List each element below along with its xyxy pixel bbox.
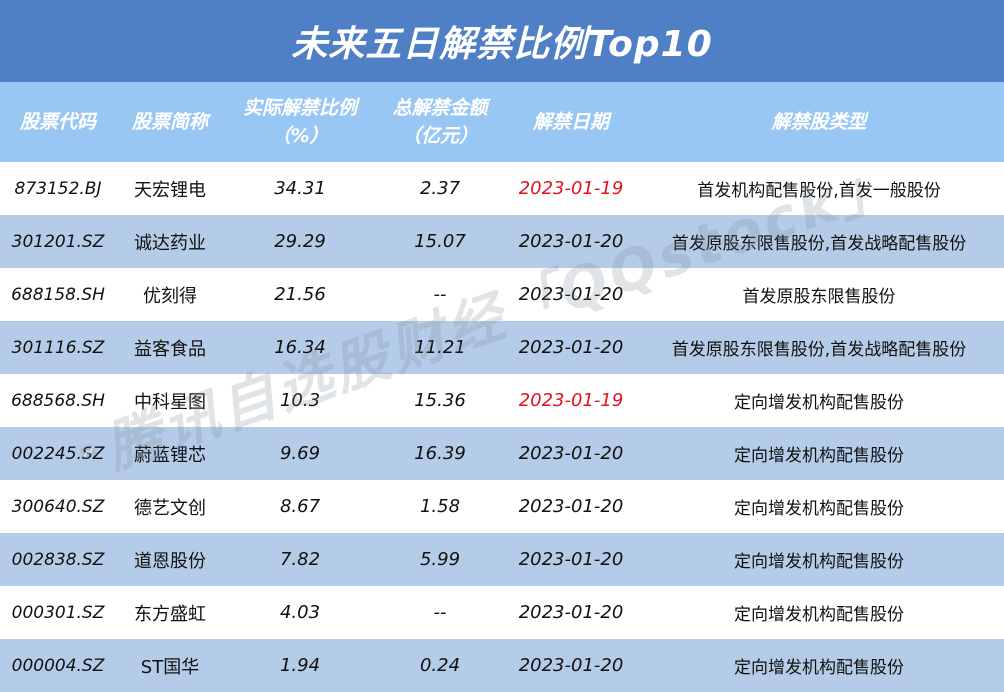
- header-label: 解禁股类型: [771, 111, 867, 133]
- cell-ratio: 8.67: [279, 496, 321, 517]
- cell-ratio: 21.56: [274, 284, 326, 305]
- cell-amount: 16.39: [414, 443, 466, 464]
- cell-name: 东方盛虹: [134, 603, 206, 625]
- cell-amount: 0.24: [419, 655, 461, 676]
- cell-code: 300640.SZ: [11, 496, 105, 517]
- cell-date: 2023-01-20: [518, 284, 624, 305]
- table-row: 688158.SH 优刻得 21.56 -- 2023-01-20 首发原股东限售股份: [0, 268, 1004, 321]
- table-row: 873152.BJ 天宏锂电 34.31 2.37 2023-01-19 首发机构配售股份…: [0, 162, 1004, 215]
- table-row: 000301.SZ 东方盛虹 4.03 -- 2023-01-20 定向增发机构配售股份: [0, 586, 1004, 639]
- header-label: 实际解禁比例: [242, 97, 357, 119]
- table-header: 股票代码 股票简称 实际解禁比例 （%） 总解禁金额 （亿元） 解禁日期 解禁股类型: [0, 82, 1004, 162]
- cell-amount: 11.21: [414, 337, 466, 358]
- cell-ratio: 7.82: [279, 549, 321, 570]
- header-cell-ratio: 实际解禁比例 （%）: [225, 82, 375, 162]
- cell-type: 定向增发机构配售股份: [734, 552, 904, 572]
- cell-amount: --: [433, 602, 447, 623]
- cell-name: 诚达药业: [134, 232, 206, 254]
- header-cell-date: 解禁日期: [505, 82, 637, 162]
- cell-type: 定向增发机构配售股份: [734, 605, 904, 625]
- table-row: 301116.SZ 益客食品 16.34 11.21 2023-01-20 首发原股东限售…: [0, 321, 1004, 374]
- cell-code: 688158.SH: [11, 284, 105, 305]
- page-title: 未来五日解禁比例Top10: [291, 24, 713, 65]
- header-label: 股票简称: [131, 111, 208, 133]
- cell-date: 2023-01-20: [518, 655, 624, 676]
- cell-ratio: 4.03: [279, 602, 321, 623]
- title-bar: 未来五日解禁比例Top10: [0, 0, 1004, 82]
- cell-date: 2023-01-19: [518, 390, 624, 411]
- cell-type: 定向增发机构配售股份: [734, 658, 904, 678]
- cell-name: 蔚蓝锂芯: [134, 444, 206, 466]
- cell-amount: 1.58: [419, 496, 461, 517]
- cell-ratio: 29.29: [274, 231, 326, 252]
- cell-date: 2023-01-20: [518, 231, 624, 252]
- cell-code: 688568.SH: [11, 390, 105, 411]
- cell-code: 002838.SZ: [11, 549, 105, 570]
- table-row: 000004.SZ ST国华 1.94 0.24 2023-01-20 定向增发机构配售股…: [0, 639, 1004, 692]
- cell-type: 首发原股东限售股份: [742, 287, 896, 307]
- cell-code: 000004.SZ: [11, 655, 105, 676]
- cell-ratio: 1.94: [279, 655, 321, 676]
- cell-amount: 15.07: [414, 231, 466, 252]
- cell-amount: --: [433, 284, 447, 305]
- cell-type: 定向增发机构配售股份: [734, 446, 904, 466]
- cell-ratio: 16.34: [274, 337, 326, 358]
- cell-date: 2023-01-20: [518, 337, 624, 358]
- header-label: 股票代码: [19, 111, 96, 133]
- cell-name: 天宏锂电: [134, 179, 206, 201]
- cell-code: 301116.SZ: [11, 337, 105, 358]
- cell-date: 2023-01-20: [518, 549, 624, 570]
- cell-code: 002245.SZ: [11, 443, 105, 464]
- cell-name: 益客食品: [134, 338, 206, 360]
- header-cell-type: 解禁股类型: [634, 82, 1004, 162]
- cell-code: 873152.BJ: [14, 178, 102, 199]
- table-row: 002838.SZ 道恩股份 7.82 5.99 2023-01-20 定向增发机构配售股…: [0, 533, 1004, 586]
- cell-name: 德艺文创: [134, 497, 206, 519]
- cell-date: 2023-01-20: [518, 496, 624, 517]
- cell-code: 000301.SZ: [11, 602, 105, 623]
- table-row: 002245.SZ 蔚蓝锂芯 9.69 16.39 2023-01-20 定向增发机构配售…: [0, 427, 1004, 480]
- header-label: 解禁日期: [532, 111, 609, 133]
- cell-name: ST国华: [140, 656, 200, 678]
- header-unit: （%）: [271, 125, 329, 147]
- cell-ratio: 10.3: [279, 390, 321, 411]
- header-cell-code: 股票代码: [0, 82, 116, 162]
- header-unit: （亿元）: [401, 125, 478, 147]
- cell-type: 首发原股东限售股份,首发战略配售股份: [671, 340, 967, 360]
- cell-ratio: 9.69: [279, 443, 321, 464]
- table-row: 300640.SZ 德艺文创 8.67 1.58 2023-01-20 定向增发机构配售股…: [0, 480, 1004, 533]
- cell-code: 301201.SZ: [11, 231, 105, 252]
- cell-ratio: 34.31: [274, 178, 326, 199]
- cell-type: 定向增发机构配售股份: [734, 499, 904, 519]
- cell-date: 2023-01-19: [518, 178, 624, 199]
- cell-date: 2023-01-20: [518, 602, 624, 623]
- header-cell-name: 股票简称: [116, 82, 224, 162]
- header-cell-amount: 总解禁金额 （亿元）: [375, 82, 505, 162]
- cell-name: 道恩股份: [134, 550, 206, 572]
- cell-type: 首发机构配售股份,首发一般股份: [697, 181, 941, 201]
- table-row: 688568.SH 中科星图 10.3 15.36 2023-01-19 定向增发机构配售…: [0, 374, 1004, 427]
- cell-type: 定向增发机构配售股份: [734, 393, 904, 413]
- cell-date: 2023-01-20: [518, 443, 624, 464]
- table-row: 301201.SZ 诚达药业 29.29 15.07 2023-01-20 首发原股东限售…: [0, 215, 1004, 268]
- header-label: 总解禁金额: [392, 97, 488, 119]
- cell-amount: 15.36: [414, 390, 466, 411]
- cell-amount: 5.99: [419, 549, 461, 570]
- cell-name: 优刻得: [143, 285, 197, 307]
- cell-name: 中科星图: [134, 391, 206, 413]
- cell-amount: 2.37: [419, 178, 461, 199]
- cell-type: 首发原股东限售股份,首发战略配售股份: [671, 234, 967, 254]
